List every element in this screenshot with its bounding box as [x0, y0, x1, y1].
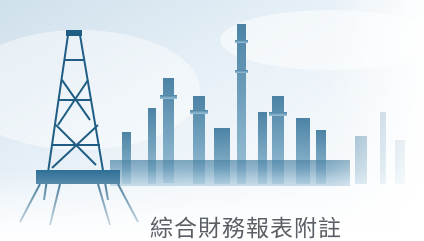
- cover-image: 綜合財務報表附註: [0, 0, 424, 241]
- right-fade: [330, 0, 424, 241]
- caption: 綜合財務報表附註: [150, 216, 342, 241]
- page: 綜合財務報表附註 (() => { const data = JSON.pars…: [0, 0, 424, 241]
